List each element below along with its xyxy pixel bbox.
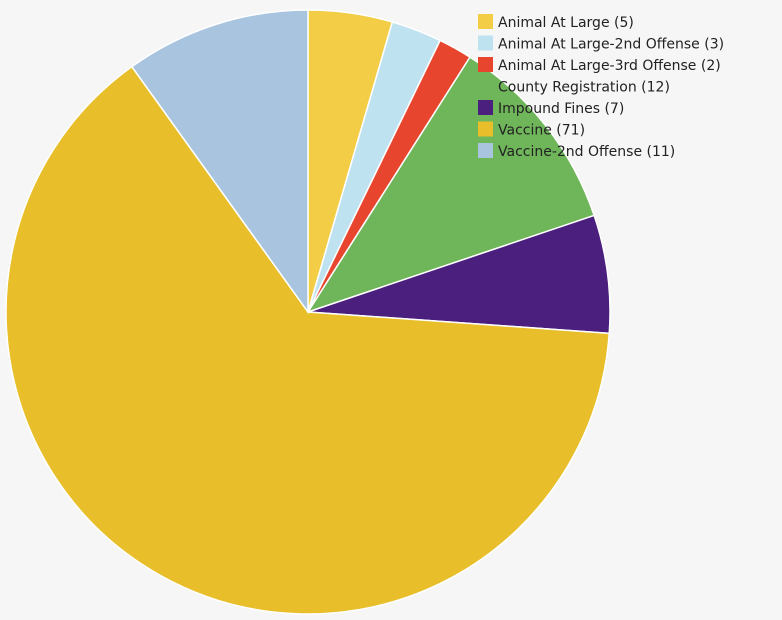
pie-slice-impound-fines (307, 214, 611, 335)
legend-swatch (478, 143, 493, 158)
legend-entry: Impound Fines (7) (498, 101, 624, 117)
legend-entry: Animal At Large-2nd Offense (3) (498, 37, 724, 53)
legend-entry: Vaccine (71) (498, 123, 585, 139)
legend-swatch (478, 14, 493, 29)
legend-swatch (478, 57, 493, 72)
legend-entry: Animal At Large (5) (498, 15, 634, 31)
pie-slice-vaccine-2nd-offense (130, 9, 309, 315)
legend-entry: Animal At Large-3rd Offense (2) (498, 58, 721, 74)
legend-entry: Vaccine-2nd Offense (11) (498, 144, 675, 160)
pie-slice-vaccine (5, 65, 611, 615)
legend-swatch (478, 78, 493, 94)
legend-swatch (478, 100, 493, 115)
legend-swatch (478, 121, 493, 137)
pie-slices (5, 9, 611, 615)
legend: Animal At Large (5) Animal At Large-2nd O… (478, 14, 724, 160)
legend-swatch (478, 35, 493, 51)
legend-entry: County Registration (12) (498, 80, 670, 96)
